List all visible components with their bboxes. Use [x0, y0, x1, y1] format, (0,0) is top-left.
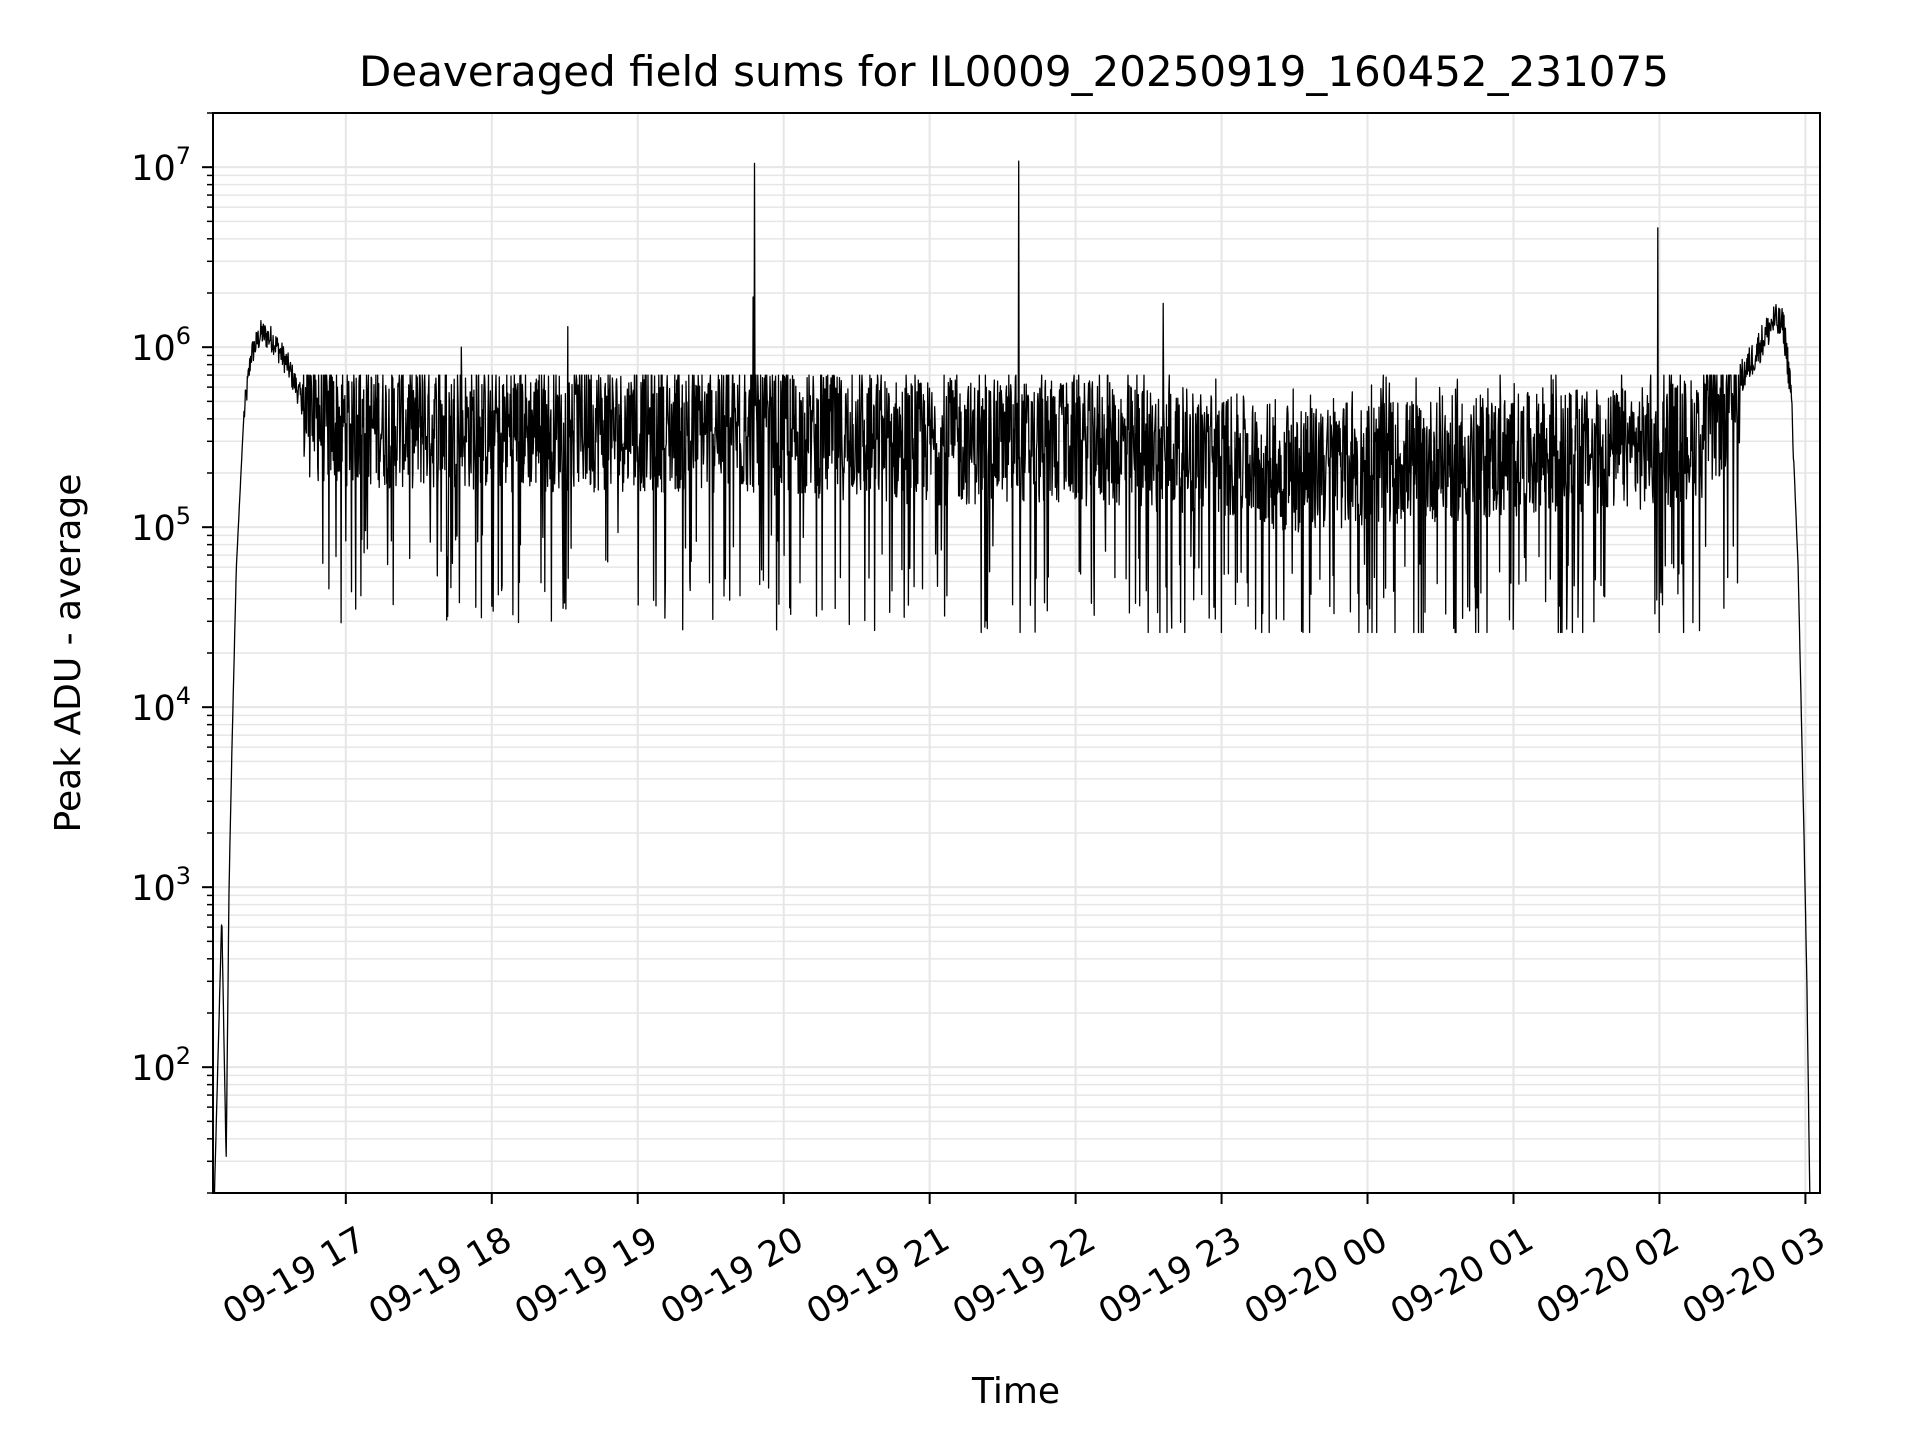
y-axis: 102 103 104 105 106 107 [131, 112, 213, 1194]
plot-area [213, 160, 1811, 1194]
y-tick-label: 102 [131, 1042, 191, 1089]
y-tick-label: 103 [131, 862, 191, 909]
y-tick-label: 106 [131, 322, 191, 369]
x-axis-label: Time [971, 1371, 1060, 1412]
chart-title: Deaveraged field sums for IL0009_2025091… [359, 47, 1669, 96]
y-tick-label: 104 [131, 682, 191, 729]
y-tick-label: 107 [131, 142, 191, 189]
y-axis-label: Peak ADU - average [48, 474, 89, 833]
y-tick-label: 105 [131, 502, 191, 549]
series-line [213, 160, 1811, 1194]
